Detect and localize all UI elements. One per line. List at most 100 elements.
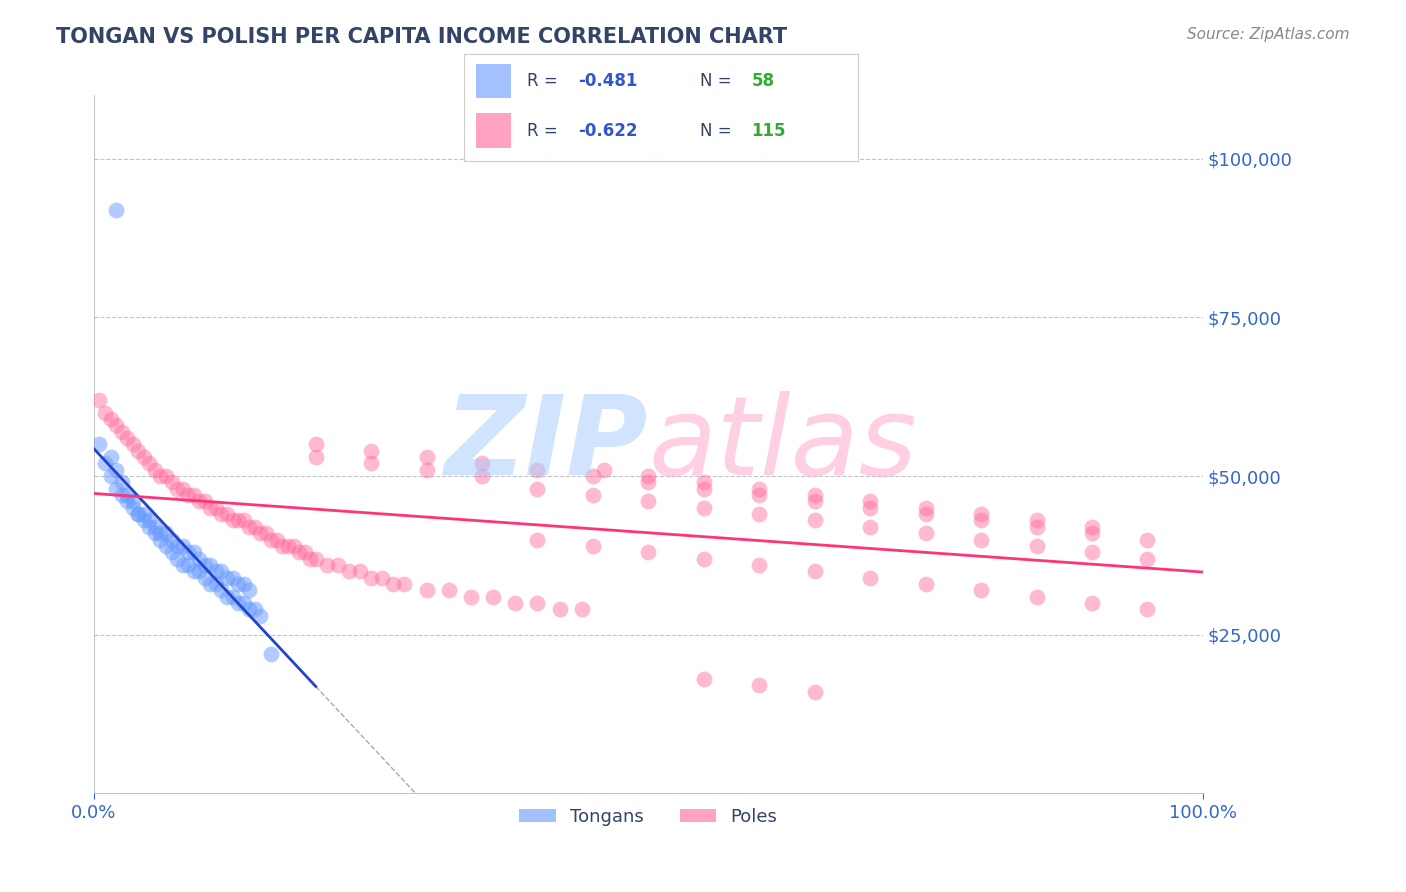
Point [232, 513, 254, 527]
Point [226, 513, 249, 527]
Point [970, 583, 993, 598]
Point [149, 533, 172, 547]
Point [177, 545, 200, 559]
Point [271, 539, 294, 553]
Point [748, 558, 770, 572]
Point [288, 545, 311, 559]
Point [221, 571, 243, 585]
Point [115, 431, 138, 445]
Point [299, 551, 322, 566]
Text: atlas: atlas [648, 391, 917, 498]
Point [166, 482, 188, 496]
Point [582, 488, 605, 502]
Point [914, 526, 936, 541]
Point [859, 520, 882, 534]
Point [100, 412, 122, 426]
Point [166, 539, 188, 553]
Point [637, 545, 659, 559]
Point [249, 608, 271, 623]
Point [283, 539, 305, 553]
Point [305, 437, 328, 451]
Text: Source: ZipAtlas.com: Source: ZipAtlas.com [1187, 27, 1350, 42]
Point [226, 596, 249, 610]
Point [200, 558, 222, 572]
Point [105, 418, 128, 433]
Point [205, 564, 228, 578]
Point [803, 685, 825, 699]
Point [211, 564, 233, 578]
Point [94, 406, 117, 420]
Point [188, 564, 211, 578]
Point [437, 583, 460, 598]
Point [111, 425, 134, 439]
Point [183, 564, 205, 578]
Point [914, 577, 936, 591]
Point [460, 590, 482, 604]
Point [183, 488, 205, 502]
Point [1081, 526, 1104, 541]
Point [238, 602, 260, 616]
Point [914, 500, 936, 515]
Point [349, 564, 371, 578]
Bar [475, 64, 512, 98]
Point [232, 596, 254, 610]
Point [211, 507, 233, 521]
Text: 115: 115 [751, 121, 786, 139]
Point [155, 539, 177, 553]
Text: -0.622: -0.622 [578, 121, 638, 139]
Point [693, 482, 716, 496]
Point [132, 450, 155, 464]
Point [105, 202, 128, 217]
Point [138, 456, 160, 470]
Point [183, 545, 205, 559]
Point [188, 551, 211, 566]
Point [238, 520, 260, 534]
Point [249, 526, 271, 541]
Point [337, 564, 360, 578]
Point [803, 494, 825, 508]
Point [803, 488, 825, 502]
Point [415, 463, 437, 477]
Point [143, 463, 166, 477]
Point [172, 539, 194, 553]
Point [215, 590, 238, 604]
Text: ZIP: ZIP [444, 391, 648, 498]
Point [149, 469, 172, 483]
Point [138, 513, 160, 527]
Point [232, 577, 254, 591]
Point [1136, 533, 1159, 547]
Point [693, 475, 716, 490]
Point [1081, 545, 1104, 559]
Point [1081, 596, 1104, 610]
Point [471, 469, 494, 483]
Point [637, 475, 659, 490]
Point [100, 450, 122, 464]
Point [194, 571, 217, 585]
Point [243, 602, 266, 616]
Point [100, 469, 122, 483]
Point [637, 494, 659, 508]
Point [121, 494, 143, 508]
Point [155, 469, 177, 483]
Point [215, 571, 238, 585]
Point [415, 450, 437, 464]
Point [160, 533, 183, 547]
Text: 58: 58 [751, 72, 775, 90]
Point [160, 545, 183, 559]
Point [127, 507, 149, 521]
Point [315, 558, 337, 572]
Point [748, 678, 770, 692]
Point [115, 494, 138, 508]
Point [360, 571, 382, 585]
Point [160, 475, 183, 490]
Point [238, 583, 260, 598]
Point [111, 475, 134, 490]
Point [859, 494, 882, 508]
Point [970, 507, 993, 521]
Point [360, 456, 382, 470]
Point [121, 500, 143, 515]
Point [371, 571, 394, 585]
Point [89, 392, 111, 407]
Legend: Tongans, Poles: Tongans, Poles [512, 801, 785, 833]
Text: R =: R = [527, 72, 562, 90]
